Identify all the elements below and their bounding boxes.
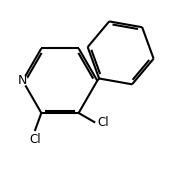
Text: Cl: Cl [29, 132, 41, 146]
Text: N: N [18, 74, 27, 87]
Circle shape [18, 76, 27, 85]
Text: Cl: Cl [97, 116, 109, 129]
